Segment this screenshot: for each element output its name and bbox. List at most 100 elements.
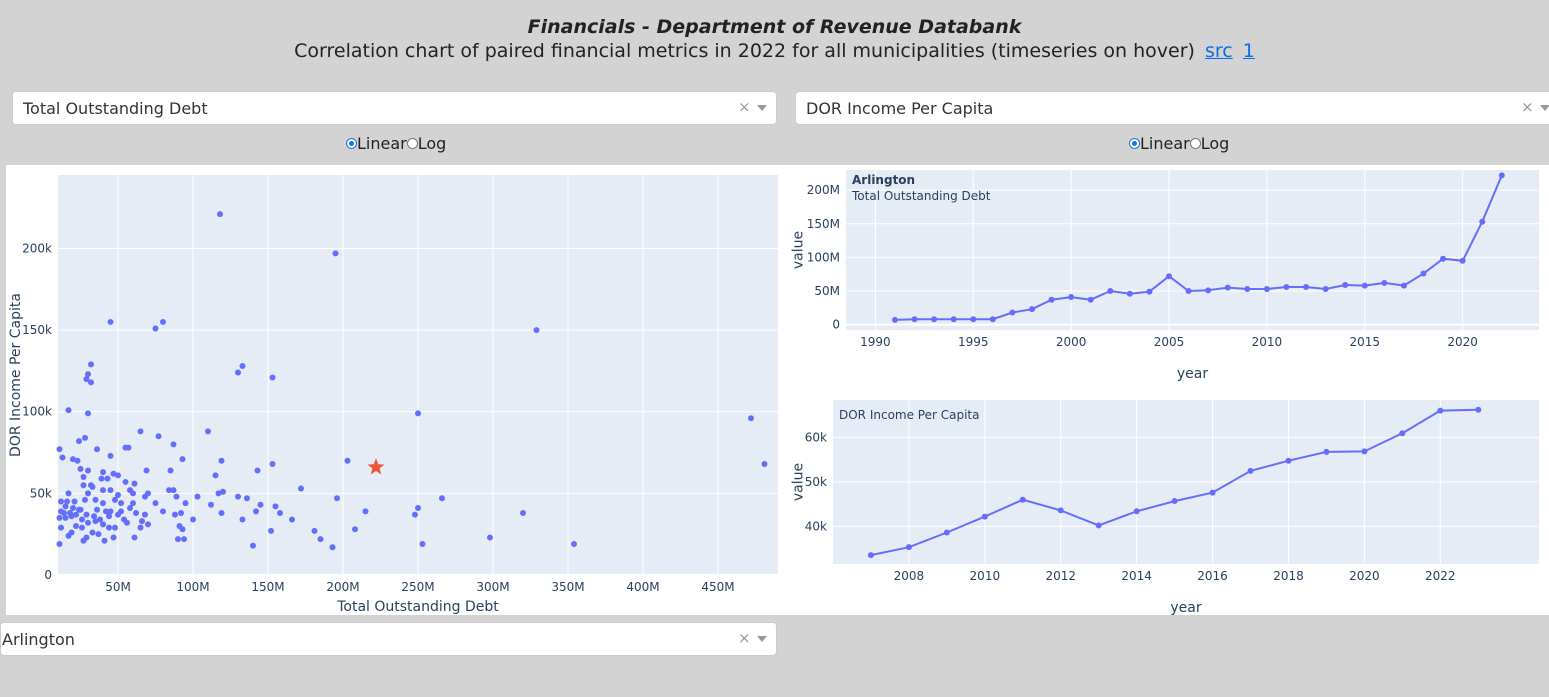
- close-icon[interactable]: ×: [738, 98, 751, 116]
- scatter-point: [254, 467, 261, 474]
- scatter-point: [110, 470, 117, 477]
- close-icon[interactable]: ×: [738, 629, 751, 647]
- x-tick-label: 2020: [1349, 569, 1380, 583]
- x-tick-label: 100M: [176, 580, 209, 594]
- debt-timeseries-chart[interactable]: 1990 1995 2000 2005 2010 2015 2020 0 50M 100M 150M…: [789, 165, 1549, 390]
- y-tick-label: 200M: [807, 183, 840, 197]
- chevron-down-icon[interactable]: [757, 636, 767, 642]
- scatter-point: [329, 544, 336, 551]
- x-tick-label: 2015: [1349, 335, 1380, 349]
- scatter-point: [100, 521, 106, 528]
- scatter-point: [79, 524, 85, 531]
- series-point: [1205, 287, 1212, 294]
- scatter-point: [100, 500, 106, 507]
- scatter-point: [235, 493, 241, 500]
- ref-link-1[interactable]: 1: [1242, 40, 1255, 62]
- series-point: [1019, 496, 1026, 503]
- y-tick-label: 150M: [807, 217, 840, 231]
- scatter-point: [131, 480, 138, 487]
- y-scale-linear-label[interactable]: Linear: [1140, 134, 1190, 153]
- series-point: [911, 316, 918, 323]
- scatter-point: [311, 527, 318, 534]
- y-scale-log-label[interactable]: Log: [1200, 134, 1230, 153]
- scatter-point: [91, 513, 97, 520]
- x-scale-log-label[interactable]: Log: [417, 134, 447, 153]
- series-point: [1095, 522, 1102, 529]
- scatter-point: [269, 460, 276, 467]
- scatter-point: [142, 493, 148, 500]
- y-metric-dropdown[interactable]: DOR Income Per Capita ×: [795, 91, 1549, 125]
- x-scale-radio-group: Linear Log: [346, 134, 446, 153]
- x-tick-label: 2010: [970, 569, 1001, 583]
- scatter-point: [62, 514, 69, 521]
- y-tick-label: 100k: [22, 405, 52, 419]
- x-tick-label: 400M: [626, 580, 659, 594]
- scatter-point: [77, 465, 84, 472]
- series-point: [1185, 288, 1192, 295]
- scatter-point: [125, 444, 132, 451]
- scatter-point: [65, 532, 72, 539]
- municipality-dropdown[interactable]: Arlington ×: [0, 622, 777, 656]
- x-scale-linear-label[interactable]: Linear: [357, 134, 407, 153]
- scatter-point: [362, 508, 369, 515]
- series-point: [1283, 283, 1290, 290]
- chevron-down-icon[interactable]: [757, 105, 767, 111]
- scatter-chart[interactable]: 50M 100M 150M 200M 250M 300M 350M 400M 450M 0 50k 1…: [6, 165, 789, 615]
- scatter-point: [97, 516, 103, 523]
- scatter-point: [253, 508, 259, 515]
- series-point: [1209, 489, 1216, 496]
- chevron-down-icon[interactable]: [1540, 105, 1549, 111]
- x-scale-log-radio[interactable]: [406, 138, 418, 149]
- scatter-point: [175, 536, 181, 543]
- scatter-point: [142, 511, 148, 518]
- y-scale-linear-radio[interactable]: [1129, 138, 1140, 149]
- scatter-point: [56, 514, 63, 521]
- scatter-point: [131, 534, 138, 541]
- scatter-point: [268, 527, 274, 534]
- series-point: [1244, 285, 1251, 292]
- scatter-point: [571, 540, 577, 547]
- scatter-point: [79, 516, 85, 523]
- x-tick-label: 1995: [958, 335, 989, 349]
- scatter-point: [334, 495, 340, 502]
- x-scale-linear-radio[interactable]: [346, 138, 357, 149]
- y-axis-title: DOR Income Per Capita: [8, 293, 24, 457]
- series-point: [1381, 279, 1388, 286]
- scatter-point: [352, 526, 358, 533]
- series-point: [1322, 285, 1329, 292]
- scatter-point: [415, 505, 421, 512]
- series-point: [1126, 290, 1133, 297]
- scatter-point: [73, 523, 79, 530]
- close-icon[interactable]: ×: [1521, 98, 1534, 116]
- scatter-point: [124, 519, 130, 526]
- series-point: [1009, 309, 1016, 316]
- series-point: [1166, 273, 1173, 280]
- scatter-point: [82, 434, 88, 441]
- scatter-point: [58, 524, 64, 531]
- y-tick-label: 150k: [22, 323, 52, 337]
- scatter-point: [95, 531, 102, 538]
- series-point: [981, 513, 988, 520]
- x-metric-value: Total Outstanding Debt: [23, 99, 208, 118]
- scatter-point: [250, 542, 256, 549]
- scatter-point: [277, 509, 283, 516]
- scatter-point: [220, 488, 226, 495]
- scatter-point: [103, 508, 109, 515]
- scatter-point: [83, 511, 90, 518]
- x-metric-dropdown[interactable]: Total Outstanding Debt ×: [12, 91, 777, 125]
- income-timeseries-chart[interactable]: 2008 2010 2012 2014 2016 2018 2020 2022 40k 50k 60…: [789, 390, 1549, 615]
- y-scale-log-radio[interactable]: [1189, 138, 1201, 149]
- scatter-point: [190, 516, 196, 523]
- scatter-point: [115, 472, 121, 479]
- src-link[interactable]: src: [1204, 40, 1233, 62]
- x-tick-label: 2012: [1045, 569, 1076, 583]
- scatter-point: [179, 456, 186, 463]
- series-point: [1171, 498, 1178, 505]
- scatter-point: [160, 508, 166, 515]
- x-tick-label: 2018: [1273, 569, 1304, 583]
- scatter-point: [181, 536, 187, 543]
- scatter-point: [145, 521, 151, 528]
- scatter-point: [137, 428, 144, 435]
- series-point: [1459, 257, 1466, 264]
- scatter-point: [155, 433, 162, 440]
